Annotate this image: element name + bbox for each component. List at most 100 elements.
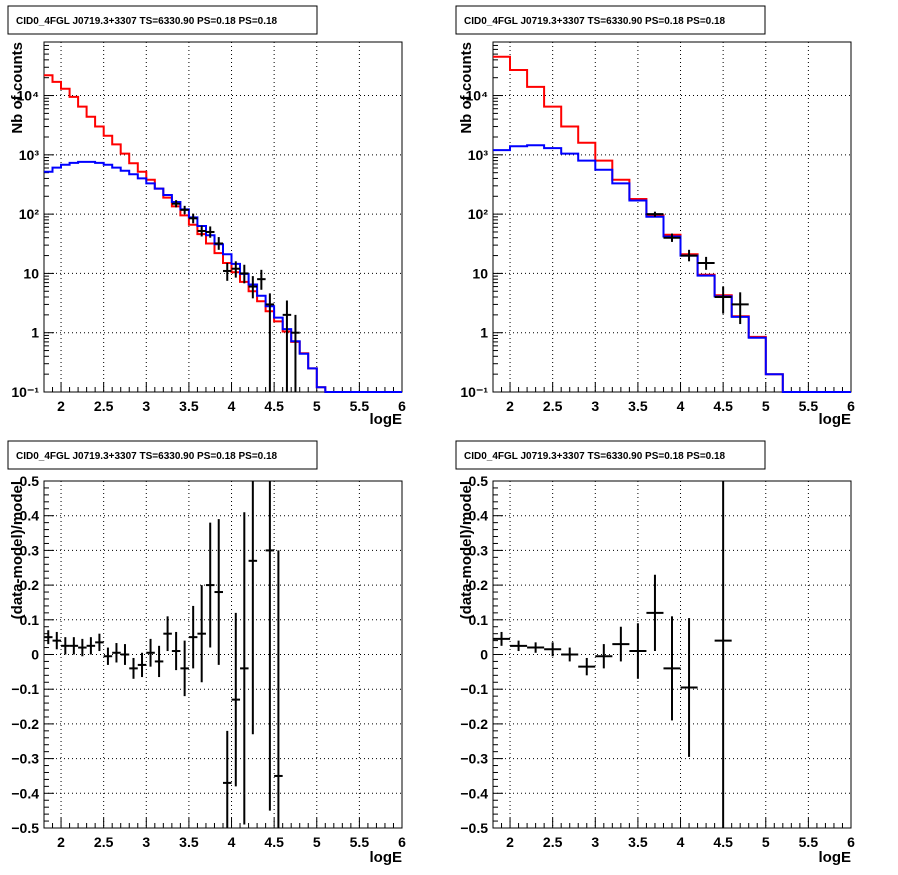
- data-point: [663, 233, 681, 242]
- x-tick-label: 4: [228, 834, 236, 850]
- histogram-series-line: [493, 144, 851, 393]
- residual-point: [197, 585, 206, 683]
- x-tick-label: 6: [847, 398, 855, 414]
- data-point: [714, 286, 732, 314]
- y-tick-label: 0.4: [469, 508, 489, 524]
- y-tick-label: 10³: [19, 147, 40, 163]
- x-tick-label: 5.5: [350, 834, 370, 850]
- residual-point: [180, 640, 189, 697]
- data-point: [188, 213, 198, 224]
- data-point: [697, 256, 715, 270]
- y-tick-label: −0.4: [460, 785, 488, 801]
- residual-point: [129, 657, 138, 679]
- residual-point: [112, 643, 121, 663]
- plot-area: 2 2.5 3 3.5 4 4.5 5 5.5 6 −0.5 −0.4 −0.3 −0.2 −0.1 0 0.…: [458, 473, 855, 866]
- x-tick-label: 3.5: [628, 834, 648, 850]
- residual-point: [561, 647, 579, 662]
- plot-area: 2 2.5 3 3.5 4 4.5 5 5.5 6 −0.5 −0.4 −0.3 −0.2 −0.1 0 0.…: [9, 473, 406, 866]
- residual-point: [154, 645, 164, 678]
- y-axis-label: (data-model)/model: [458, 481, 475, 619]
- residual-point: [171, 631, 181, 671]
- residual-point: [137, 652, 147, 678]
- panel-residual-right: CID0_4FGL J0719.3+3307 TS=6330.90 PS=0.1…: [455, 440, 855, 866]
- x-tick-label: 4: [677, 834, 685, 850]
- residual-point: [120, 644, 130, 665]
- data-point: [231, 261, 241, 278]
- y-tick-label: −0.5: [11, 820, 39, 836]
- x-tick-label: 5: [313, 834, 321, 850]
- plot-frame: [43, 480, 403, 829]
- y-tick-label: 0.2: [20, 577, 40, 593]
- chart-title: CID0_4FGL J0719.3+3307 TS=6330.90 PS=0.1…: [464, 451, 726, 462]
- x-tick-label: 3: [591, 398, 599, 414]
- y-tick-label: 1: [31, 325, 39, 341]
- x-tick-label: 4: [228, 398, 236, 414]
- x-tick-label: 3: [142, 398, 150, 414]
- x-axis-label: logE: [370, 411, 403, 428]
- y-tick-label: −0.1: [11, 681, 39, 697]
- y-tick-label: −0.2: [460, 716, 488, 732]
- residual-point: [163, 616, 172, 652]
- x-tick-label: 5: [762, 398, 770, 414]
- y-tick-label: 0: [31, 647, 39, 663]
- x-tick-label: 4.5: [264, 398, 284, 414]
- y-tick-label: 10⁻¹: [11, 384, 39, 400]
- chart-title: CID0_4FGL J0719.3+3307 TS=6330.90 PS=0.1…: [16, 451, 278, 462]
- histogram-series-line: [44, 160, 402, 393]
- y-tick-label: 10³: [468, 147, 489, 163]
- x-tick-label: 3.5: [179, 834, 199, 850]
- y-tick-label: 10⁻¹: [460, 384, 488, 400]
- y-tick-label: −0.5: [460, 820, 488, 836]
- data-point: [257, 269, 266, 290]
- x-tick-label: 4: [677, 398, 685, 414]
- x-tick-label: 2: [57, 398, 65, 414]
- x-tick-label: 6: [398, 398, 406, 414]
- residual-point: [214, 519, 223, 665]
- data-point: [265, 293, 275, 392]
- residual-point: [231, 612, 241, 787]
- residual-point: [714, 481, 732, 828]
- residual-point: [578, 657, 596, 676]
- x-tick-label: 2.5: [94, 834, 114, 850]
- residual-point: [248, 481, 258, 735]
- data-point: [248, 276, 258, 299]
- title-box: [7, 440, 318, 470]
- data-point: [291, 314, 300, 392]
- x-tick-label: 4.5: [264, 834, 284, 850]
- residual-point: [188, 605, 198, 669]
- residual-point: [61, 637, 70, 655]
- y-tick-label: 0.2: [469, 577, 489, 593]
- data-point: [646, 211, 664, 217]
- y-tick-label: −0.4: [11, 785, 39, 801]
- residual-point: [646, 574, 664, 652]
- x-axis-label: logE: [819, 411, 852, 428]
- residual-point: [265, 481, 275, 811]
- x-axis-label: logE: [819, 849, 852, 866]
- title-box: [455, 440, 766, 470]
- panel-counts-right: CID0_4FGL J0719.3+3307 TS=6330.90 PS=0.1…: [455, 5, 855, 428]
- data-point: [214, 237, 223, 250]
- y-tick-label: 0: [480, 647, 488, 663]
- x-tick-label: 5: [313, 398, 321, 414]
- residual-point: [680, 618, 698, 757]
- x-tick-label: 2.5: [543, 398, 563, 414]
- x-tick-label: 3: [142, 834, 150, 850]
- data-point: [197, 225, 206, 237]
- residual-point: [69, 637, 79, 655]
- data-point: [180, 205, 189, 215]
- residual-point: [223, 730, 232, 828]
- x-tick-label: 2.5: [543, 834, 563, 850]
- x-tick-label: 5.5: [350, 398, 370, 414]
- residual-point: [629, 623, 647, 679]
- data-point: [282, 300, 292, 392]
- x-tick-label: 2: [506, 834, 514, 850]
- plot-area: 2 2.5 3 3.5 4 4.5 5 5.5 6 10⁻¹ 1 10 10² 10³ 10⁴ logE Nb …: [9, 41, 406, 428]
- y-tick-label: 0.1: [469, 612, 489, 628]
- data-point: [205, 226, 215, 238]
- y-tick-label: 1: [480, 325, 488, 341]
- y-tick-label: 10⁴: [17, 88, 40, 104]
- residual-point: [274, 550, 283, 828]
- x-tick-label: 2: [506, 398, 514, 414]
- y-tick-label: 0.5: [20, 473, 40, 489]
- x-tick-label: 5.5: [799, 398, 819, 414]
